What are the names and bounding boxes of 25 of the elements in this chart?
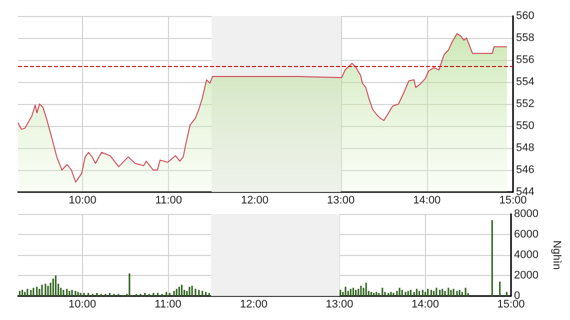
y-tick-label: 6000 — [514, 228, 538, 240]
y-axis-title: Nghìn — [550, 240, 562, 270]
x-tick-label: 11:00 — [154, 298, 182, 310]
x-tick-label: 10:00 — [68, 298, 96, 310]
x-tick-label: 15:00 — [497, 298, 525, 310]
y-tick-label: 550 — [516, 120, 534, 132]
y-tick-label: 556 — [516, 54, 534, 66]
y-tick-label: 546 — [516, 164, 534, 176]
y-tick-label: 548 — [516, 142, 534, 154]
x-tick-label: 13:00 — [326, 298, 354, 310]
x-tick-label: 14:00 — [411, 298, 440, 310]
y-tick-label: 560 — [516, 10, 534, 22]
x-tick-label: 15:00 — [499, 194, 527, 206]
y-tick-label: 552 — [516, 98, 534, 110]
x-tick-label: 10:00 — [68, 194, 96, 206]
x-tick-label: 12:00 — [240, 298, 268, 310]
x-tick-label: 12:00 — [240, 194, 269, 206]
y-tick-label: 4000 — [514, 249, 538, 261]
x-tick-label: 13:00 — [327, 194, 355, 206]
x-tick-label: 11:00 — [155, 194, 182, 206]
y-tick-label: 2000 — [514, 270, 538, 282]
x-tick-label: 14:00 — [413, 194, 441, 206]
y-tick-label: 554 — [516, 76, 534, 88]
y-tick-label: 558 — [516, 32, 534, 44]
y-tick-label: 8000 — [514, 208, 538, 220]
